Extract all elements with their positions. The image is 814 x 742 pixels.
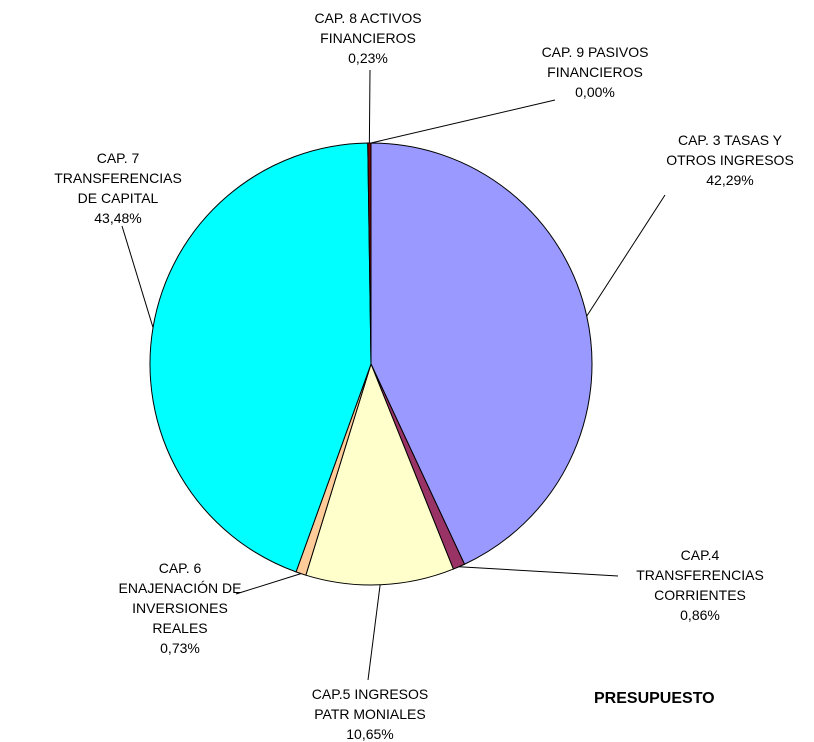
value-label: 0,23% [348,50,388,66]
slice-label: CAP. 6 ENAJENACIÓN DE INVERSIONES REALES… [80,558,280,658]
leader-line [121,225,154,328]
leader-line [367,584,381,681]
slice-label: CAP. 7 TRANSFERENCIAS DE CAPITAL 43,48% [18,148,218,228]
leader-line [235,573,302,595]
slice-label: CAP.4 TRANSFERENCIAS CORRIENTES 0,86% [600,545,800,625]
slice-label: CAP. 3 TASAS Y OTROS INGRESOS 42,29% [630,130,814,190]
slice-label: CAP.5 INGRESOS PATR MONIALES 10,65% [270,684,470,742]
pie-slice [305,362,454,586]
value-label: 43,48% [94,210,142,226]
slice-label: CAP. 8 ACTIVOS FINANCIEROS 0,23% [268,8,468,68]
slice-label: CAP. 9 PASIVOS FINANCIEROS 0,00% [495,42,695,102]
leader-line [586,194,666,317]
leader-line [458,566,619,577]
leader-line [370,99,556,144]
value-label: 0,00% [575,84,615,100]
value-label: 0,73% [160,640,200,656]
value-label: 0,86% [680,607,720,623]
chart-title: PRESUPUESTO [594,690,715,707]
leader-line [368,69,371,144]
value-label: 10,65% [346,726,394,742]
pie-slice [370,142,593,565]
value-label: 42,29% [706,172,754,188]
